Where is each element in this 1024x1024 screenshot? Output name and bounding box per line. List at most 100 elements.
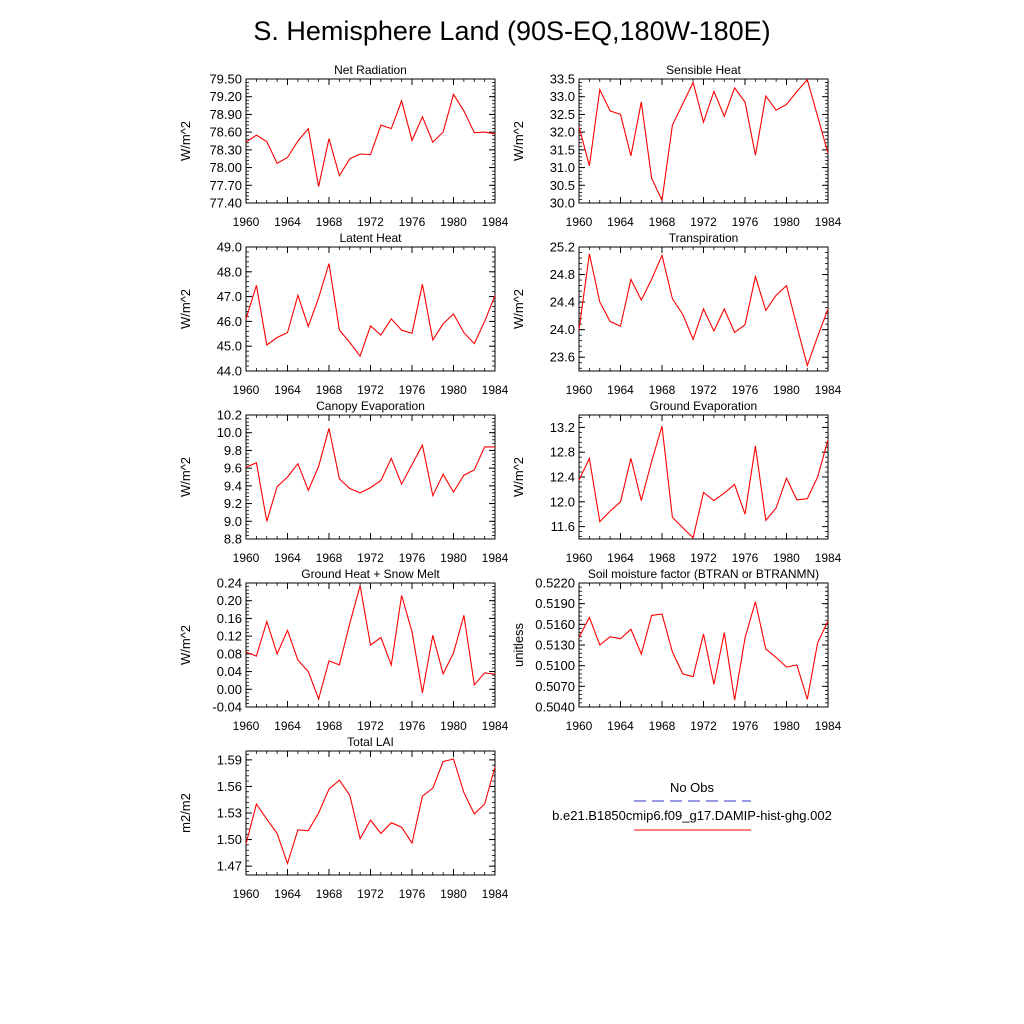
series-line <box>578 601 829 701</box>
x-tick-label: 1972 <box>690 551 717 565</box>
y-tick-label: 9.4 <box>224 478 242 493</box>
x-tick-label: 1968 <box>316 887 343 901</box>
y-tick-label: 0.5220 <box>535 576 575 591</box>
y-tick-label: 0.20 <box>217 593 242 608</box>
y-tick-label: 12.0 <box>550 494 575 509</box>
x-tick-label: 1972 <box>357 887 384 901</box>
panel-9: Total LAI m2/m2 1.47 1.50 1.53 1.56 1.59 1960 19… <box>178 735 509 901</box>
panel-frame <box>578 78 829 204</box>
x-tick-label: 1972 <box>357 719 384 733</box>
y-tick-label: 0.5160 <box>535 617 575 632</box>
y-axis-label: m2/m2 <box>178 793 193 833</box>
y-tick-label: 77.70 <box>209 178 242 193</box>
x-tick-label: 1984 <box>482 383 509 397</box>
y-tick-label: 11.6 <box>551 519 575 534</box>
x-tick-label: 1972 <box>357 551 384 565</box>
x-tick-label: 1972 <box>690 719 717 733</box>
x-tick-label: 1984 <box>482 215 509 229</box>
y-tick-label: 0.5100 <box>535 658 575 673</box>
panel-frame <box>245 246 496 372</box>
y-axis-label: W/m^2 <box>511 457 526 497</box>
y-tick-label: 33.5 <box>550 72 575 87</box>
panel-1: Net Radiation W/m^2 77.40 77.70 78.00 78.30 78… <box>178 63 509 229</box>
y-tick-label: 0.5070 <box>535 679 575 694</box>
x-tick-label: 1960 <box>233 383 260 397</box>
y-tick-label: 1.56 <box>217 779 242 794</box>
y-tick-label: 44.0 <box>217 364 242 379</box>
legend-entry-label-model: b.e21.B1850cmip6.f09_g17.DAMIP-hist-ghg.… <box>552 808 832 823</box>
y-tick-label: 1.53 <box>217 806 242 821</box>
x-tick-label: 1980 <box>440 215 467 229</box>
x-tick-label: 1964 <box>274 215 301 229</box>
y-axis-label: W/m^2 <box>511 121 526 161</box>
x-tick-label: 1984 <box>482 887 509 901</box>
y-tick-label: 30.5 <box>550 178 575 193</box>
panel-title: Net Radiation <box>334 63 407 77</box>
panel-7: Ground Heat + Snow Melt W/m^2 -0.04 0.00 0.0… <box>178 567 509 733</box>
y-tick-label: 25.2 <box>550 240 575 255</box>
panel-2: Sensible Heat W/m^2 30.0 30.5 31.0 31.5 32.0 32… <box>511 63 842 229</box>
panel-title: Ground Heat + Snow Melt <box>301 567 440 581</box>
panel-title: Transpiration <box>669 231 739 245</box>
y-tick-label: 31.0 <box>550 160 575 175</box>
y-tick-label: 1.50 <box>217 832 242 847</box>
x-tick-label: 1980 <box>773 551 800 565</box>
x-tick-label: 1964 <box>274 551 301 565</box>
x-tick-label: 1960 <box>566 215 593 229</box>
x-tick-label: 1964 <box>274 887 301 901</box>
y-tick-label: 0.24 <box>217 576 242 591</box>
y-tick-label: 9.0 <box>224 514 242 529</box>
legend: No Obs b.e21.B1850cmip6.f09_g17.DAMIP-hi… <box>552 780 832 831</box>
series-line <box>245 263 496 358</box>
x-tick-label: 1984 <box>815 551 842 565</box>
x-tick-label: 1976 <box>399 719 426 733</box>
panel-6: Ground Evaporation W/m^2 11.6 12.0 12.4 12.8 1… <box>511 399 842 565</box>
x-tick-label: 1972 <box>690 215 717 229</box>
y-tick-label: 78.30 <box>209 142 242 157</box>
x-tick-label: 1960 <box>233 887 260 901</box>
y-tick-label: 31.5 <box>550 142 575 157</box>
x-tick-label: 1968 <box>316 215 343 229</box>
x-tick-label: 1976 <box>399 383 426 397</box>
y-tick-label: 48.0 <box>217 264 242 279</box>
x-tick-label: 1976 <box>732 215 759 229</box>
y-tick-label: 10.0 <box>217 425 242 440</box>
y-axis-label: W/m^2 <box>178 457 193 497</box>
series-line <box>578 253 829 368</box>
y-tick-label: 13.2 <box>550 420 575 435</box>
y-tick-label: 1.47 <box>217 859 242 874</box>
y-tick-label: 12.8 <box>550 445 575 460</box>
x-tick-label: 1964 <box>607 215 634 229</box>
y-tick-label: 0.5190 <box>535 596 575 611</box>
x-tick-label: 1976 <box>399 887 426 901</box>
x-tick-label: 1980 <box>773 215 800 229</box>
x-tick-label: 1976 <box>732 551 759 565</box>
panels: Net Radiation W/m^2 77.40 77.70 78.00 78.30 78… <box>178 63 842 901</box>
y-tick-label: 23.6 <box>550 350 575 365</box>
y-tick-label: 0.5130 <box>535 638 575 653</box>
series-line <box>245 758 496 866</box>
x-tick-label: 1984 <box>482 719 509 733</box>
y-tick-label: 0.16 <box>217 611 242 626</box>
panel-title: Ground Evaporation <box>650 399 757 413</box>
x-tick-label: 1980 <box>440 383 467 397</box>
x-tick-label: 1984 <box>815 215 842 229</box>
y-axis-label: W/m^2 <box>178 289 193 329</box>
panel-frame <box>578 582 829 708</box>
x-tick-label: 1980 <box>773 383 800 397</box>
y-axis-label: W/m^2 <box>178 625 193 665</box>
x-tick-label: 1960 <box>233 719 260 733</box>
y-tick-label: -0.04 <box>212 700 242 715</box>
panel-3: Latent Heat W/m^2 44.0 45.0 46.0 47.0 48.0 49.0… <box>178 231 509 397</box>
x-tick-label: 1968 <box>649 719 676 733</box>
y-axis-label: W/m^2 <box>178 121 193 161</box>
series-line <box>245 428 495 522</box>
x-tick-label: 1960 <box>233 215 260 229</box>
figure-title: S. Hemisphere Land (90S-EQ,180W-180E) <box>253 16 770 46</box>
y-tick-label: 24.0 <box>550 322 575 337</box>
panel-4: Transpiration W/m^2 23.6 24.0 24.4 24.8 25.2 19… <box>511 231 842 397</box>
y-tick-label: 1.59 <box>217 752 242 767</box>
y-tick-label: 24.4 <box>550 295 575 310</box>
y-tick-label: 24.8 <box>550 267 575 282</box>
x-tick-label: 1976 <box>399 215 426 229</box>
